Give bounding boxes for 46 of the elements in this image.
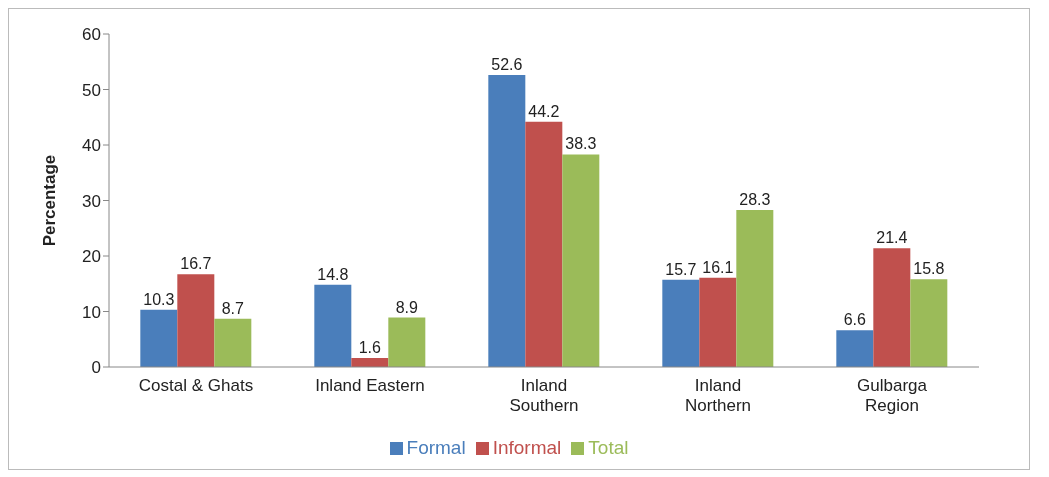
bar [388,317,426,367]
x-tick-label: Inland Southern [509,376,579,415]
bar [488,75,526,367]
y-tick-label: 0 [91,358,101,378]
bar [699,277,737,367]
data-label: 10.3 [143,290,175,308]
data-label: 6.6 [843,311,867,329]
y-tick-label: 60 [82,25,101,45]
data-label: 1.6 [358,339,382,357]
legend-label: Formal [406,437,466,458]
x-tick-label: Gulbarga Region [857,376,928,415]
y-tick-label: 50 [82,80,101,100]
bar [873,248,911,367]
data-label: 16.7 [180,255,212,273]
bar [351,358,389,367]
data-label: 21.4 [876,229,908,247]
bar [562,154,600,367]
bar [140,309,178,367]
data-label: 28.3 [739,190,771,208]
data-label: 15.7 [665,260,697,278]
data-label: 16.1 [702,258,734,276]
data-label: 8.7 [221,299,245,317]
bar [662,279,700,367]
bar [910,279,948,367]
y-tick-label: 30 [82,191,101,211]
bar [214,318,252,367]
y-tick-label: 40 [82,136,101,156]
bar [836,330,874,367]
data-label: 38.3 [565,135,597,153]
data-label: 52.6 [491,56,523,74]
data-label: 15.8 [913,260,945,278]
y-tick-label: 20 [82,247,101,267]
x-tick-label: Costal & Ghats [138,376,254,395]
data-label: 44.2 [528,102,560,120]
x-tick-label: Inland Eastern [315,376,425,395]
y-axis-title: Percentage [40,154,60,247]
bar [177,274,215,367]
bar [314,284,352,367]
legend-label: Informal [492,437,562,458]
y-tick-label: 10 [82,302,101,322]
bar [736,209,774,367]
data-label: 14.8 [317,265,349,283]
bar [525,121,563,367]
legend-label: Total [588,437,629,458]
x-tick-label: Inland Northern [684,376,752,415]
data-label: 8.9 [395,298,419,316]
